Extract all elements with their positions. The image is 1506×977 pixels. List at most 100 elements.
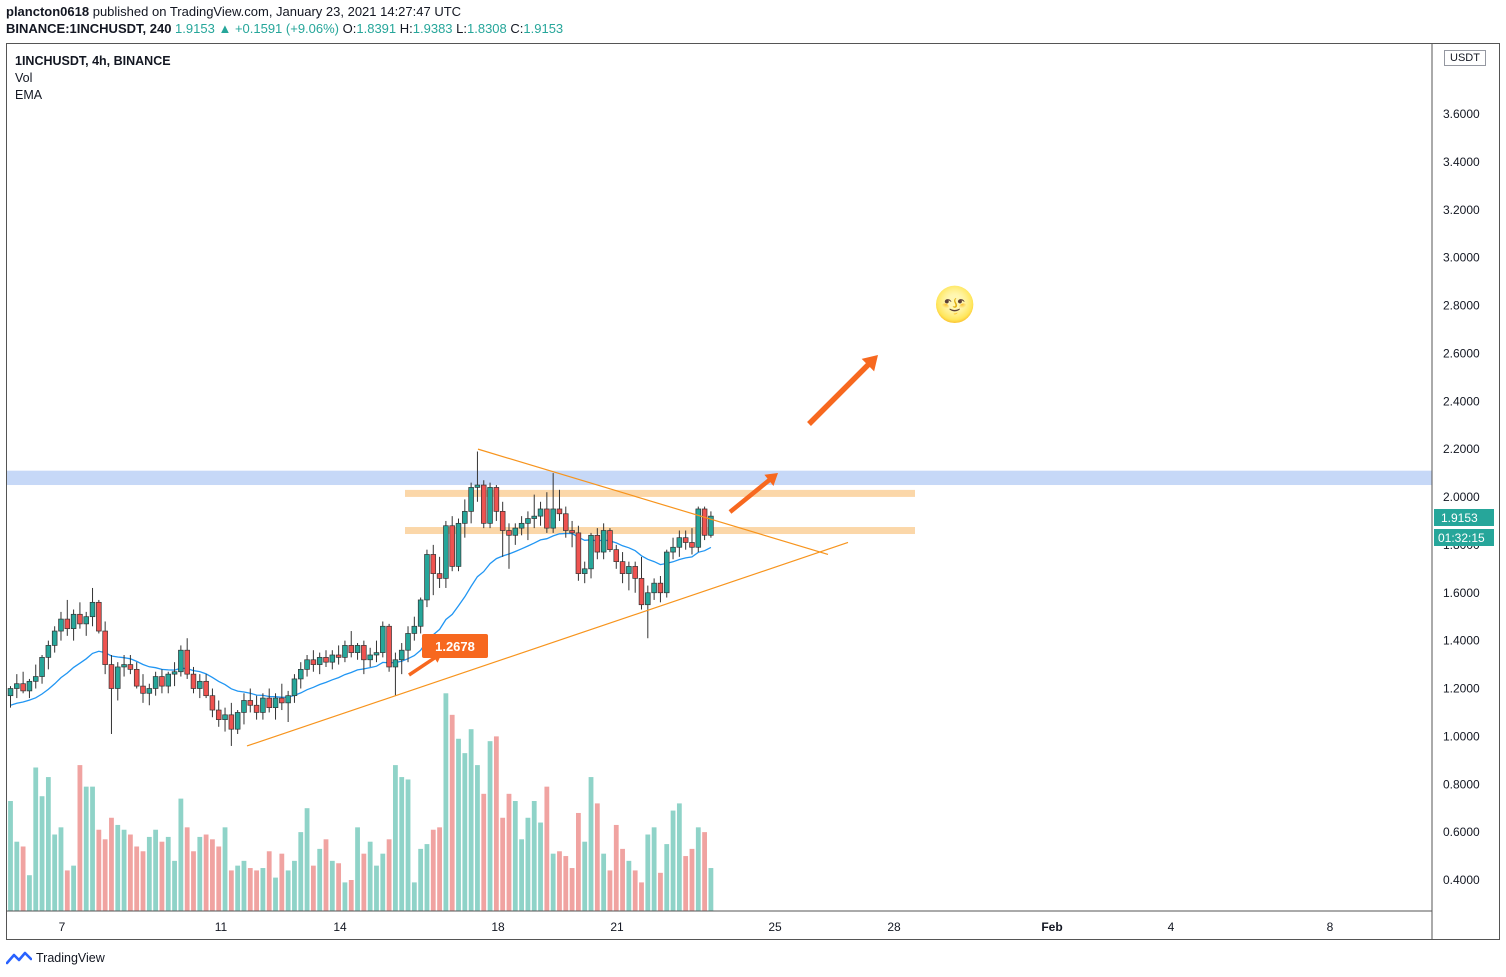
candle <box>638 556 645 610</box>
candle-body <box>51 630 58 646</box>
volume-bar <box>115 824 121 911</box>
volume-bar <box>468 729 474 911</box>
candle <box>487 482 493 529</box>
legend-ema[interactable]: EMA <box>15 88 43 102</box>
candle <box>184 638 190 679</box>
candle-body <box>613 549 620 562</box>
support-zone-1 <box>405 489 915 497</box>
last-price-tag-text: 1.9153 <box>1441 511 1478 525</box>
candle <box>544 492 550 533</box>
callout-arrow-shape <box>408 653 443 677</box>
candle <box>96 599 102 634</box>
volume-bar <box>601 853 607 911</box>
volume-bar <box>298 832 304 911</box>
footer-brand[interactable]: TradingView <box>6 951 105 965</box>
candle <box>701 506 708 541</box>
volume-bar <box>222 827 228 911</box>
candle-body <box>525 518 531 524</box>
resistance-zone <box>7 470 1432 486</box>
volume-bar <box>702 832 707 911</box>
candle <box>398 643 405 675</box>
author-name[interactable]: plancton0618 <box>6 4 90 19</box>
candle <box>234 710 241 734</box>
volume-bar <box>620 848 625 911</box>
volume-bar <box>582 841 588 911</box>
candle <box>32 664 39 689</box>
candle <box>26 678 33 699</box>
candle-body <box>342 645 348 658</box>
candle-body <box>436 573 443 579</box>
time-tick-label: 11 <box>215 920 228 934</box>
candle <box>310 650 317 672</box>
volume-bar <box>613 824 619 911</box>
candle-body <box>335 654 342 658</box>
volume-bar <box>481 793 487 911</box>
candle-body <box>645 592 651 606</box>
candle-body <box>108 664 115 689</box>
candle-body <box>430 554 437 574</box>
candle <box>83 611 89 636</box>
price-tick-label: 2.2000 <box>1443 442 1480 456</box>
countdown-tag-text: 01:32:15 <box>1438 531 1485 545</box>
candle <box>645 585 651 639</box>
candle <box>695 506 702 553</box>
legend-vol[interactable]: Vol <box>15 71 33 85</box>
volume-bar <box>96 829 102 911</box>
countdown-tag <box>1434 529 1494 546</box>
candle <box>575 525 582 581</box>
volume-bar <box>241 860 247 911</box>
volume-bar <box>607 870 613 911</box>
change-value: +0.1591 (+9.06%) <box>234 21 340 36</box>
price-tick-label: 2.8000 <box>1443 299 1480 313</box>
time-tick-label: 21 <box>610 920 624 934</box>
volume-bar <box>557 851 562 911</box>
volume-bar <box>285 870 291 911</box>
candle <box>449 516 455 572</box>
candle <box>165 671 172 694</box>
volume-bar <box>109 817 114 911</box>
price-tick-label: 1.2000 <box>1443 682 1480 696</box>
candle <box>241 693 247 725</box>
candle <box>682 530 689 550</box>
candle <box>316 652 323 675</box>
legend-symbol[interactable]: 1INCHUSDT, 4h, BINANCE <box>15 54 171 68</box>
candle-body <box>676 537 683 548</box>
candle <box>670 537 676 560</box>
candle <box>121 654 127 677</box>
volume-bar <box>266 851 272 911</box>
volume-bar <box>430 829 436 911</box>
candle <box>563 506 569 538</box>
candle <box>7 686 14 708</box>
volume-bar <box>475 765 480 911</box>
candle-body <box>575 532 582 574</box>
candle-body <box>203 680 209 697</box>
candle-body <box>462 511 468 524</box>
candle-body <box>386 625 392 668</box>
support-zone-2 <box>405 527 915 535</box>
candle-body <box>512 527 519 536</box>
candle <box>51 626 58 653</box>
volume-bar <box>140 851 146 911</box>
candle-body <box>544 508 550 529</box>
volume-bar <box>393 765 398 911</box>
candle-body <box>197 680 203 689</box>
candle-body <box>272 697 279 709</box>
candle <box>619 552 626 584</box>
candle-body <box>651 582 657 594</box>
volume-bar <box>134 846 140 911</box>
candle <box>222 707 228 732</box>
candle <box>405 626 411 663</box>
candle-body <box>474 484 481 488</box>
candle-body <box>663 551 670 594</box>
currency-unit-badge[interactable]: USDT <box>1444 50 1486 66</box>
candle <box>159 669 165 694</box>
volume-bar <box>64 870 70 911</box>
ascending-trendline <box>246 541 849 747</box>
candle <box>367 647 373 667</box>
time-tick-label: 14 <box>333 920 347 934</box>
candle-body <box>556 508 563 515</box>
volume-bar <box>83 786 89 911</box>
candle <box>632 561 638 593</box>
candle <box>127 654 134 675</box>
